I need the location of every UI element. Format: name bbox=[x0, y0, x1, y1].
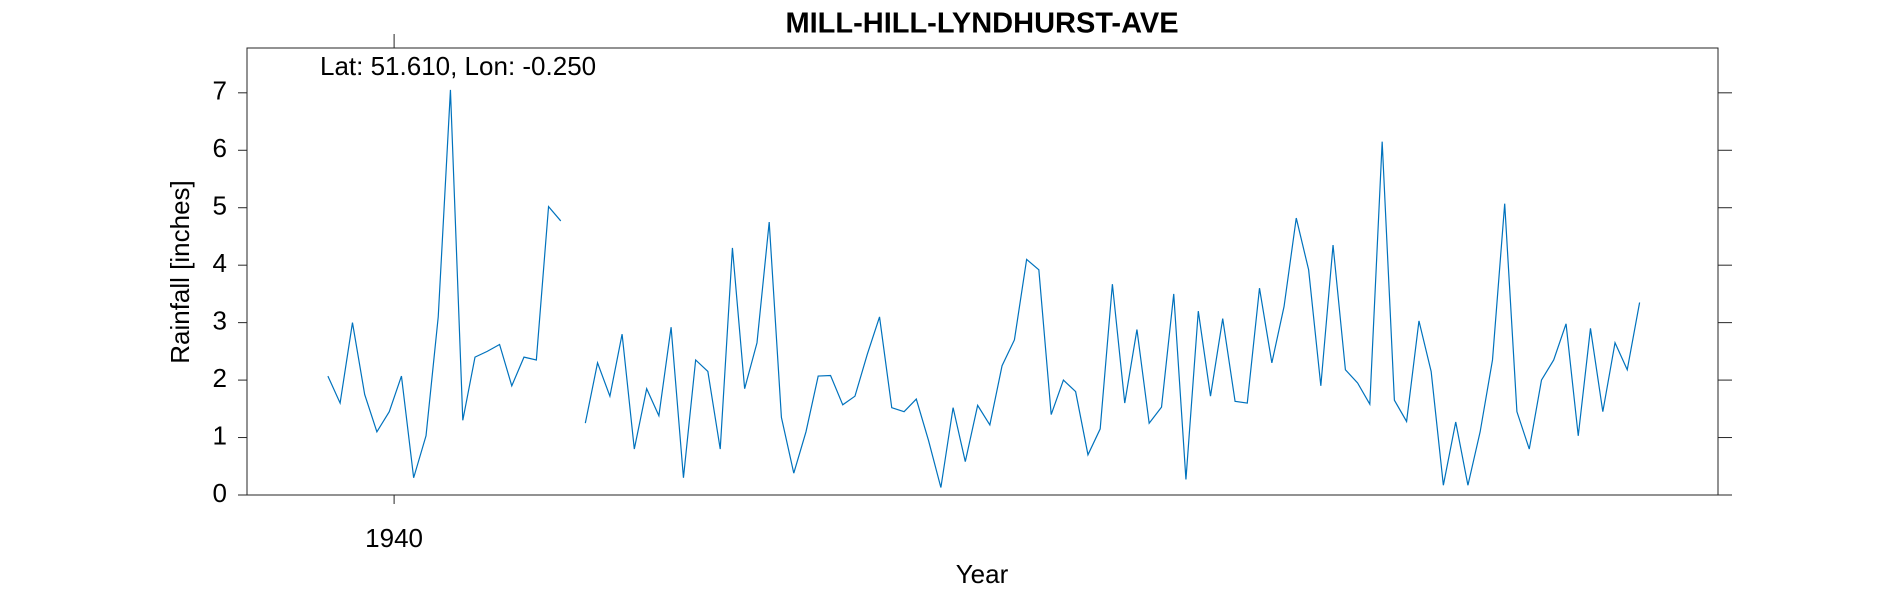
annotation: Lat: 51.610, Lon: -0.250 bbox=[320, 51, 596, 81]
chart-title: MILL-HILL-LYNDHURST-AVE bbox=[785, 8, 1178, 40]
axes-box bbox=[246, 47, 1719, 496]
y-tick-label: 7 bbox=[213, 76, 227, 106]
y-axis-label: Rainfall [inches] bbox=[165, 180, 195, 364]
y-tick-label: 6 bbox=[213, 133, 227, 163]
y-tick-label: 2 bbox=[213, 363, 227, 393]
y-tick-label: 4 bbox=[213, 248, 227, 278]
y-tick-label: 0 bbox=[213, 478, 227, 508]
y-tick-label: 1 bbox=[213, 420, 227, 450]
y-tick-label: 5 bbox=[213, 191, 227, 221]
y-tick-label: 3 bbox=[213, 306, 227, 336]
data-line bbox=[327, 89, 1641, 488]
x-axis-label: Year bbox=[956, 559, 1009, 589]
x-tick-label: 1940 bbox=[365, 523, 423, 553]
